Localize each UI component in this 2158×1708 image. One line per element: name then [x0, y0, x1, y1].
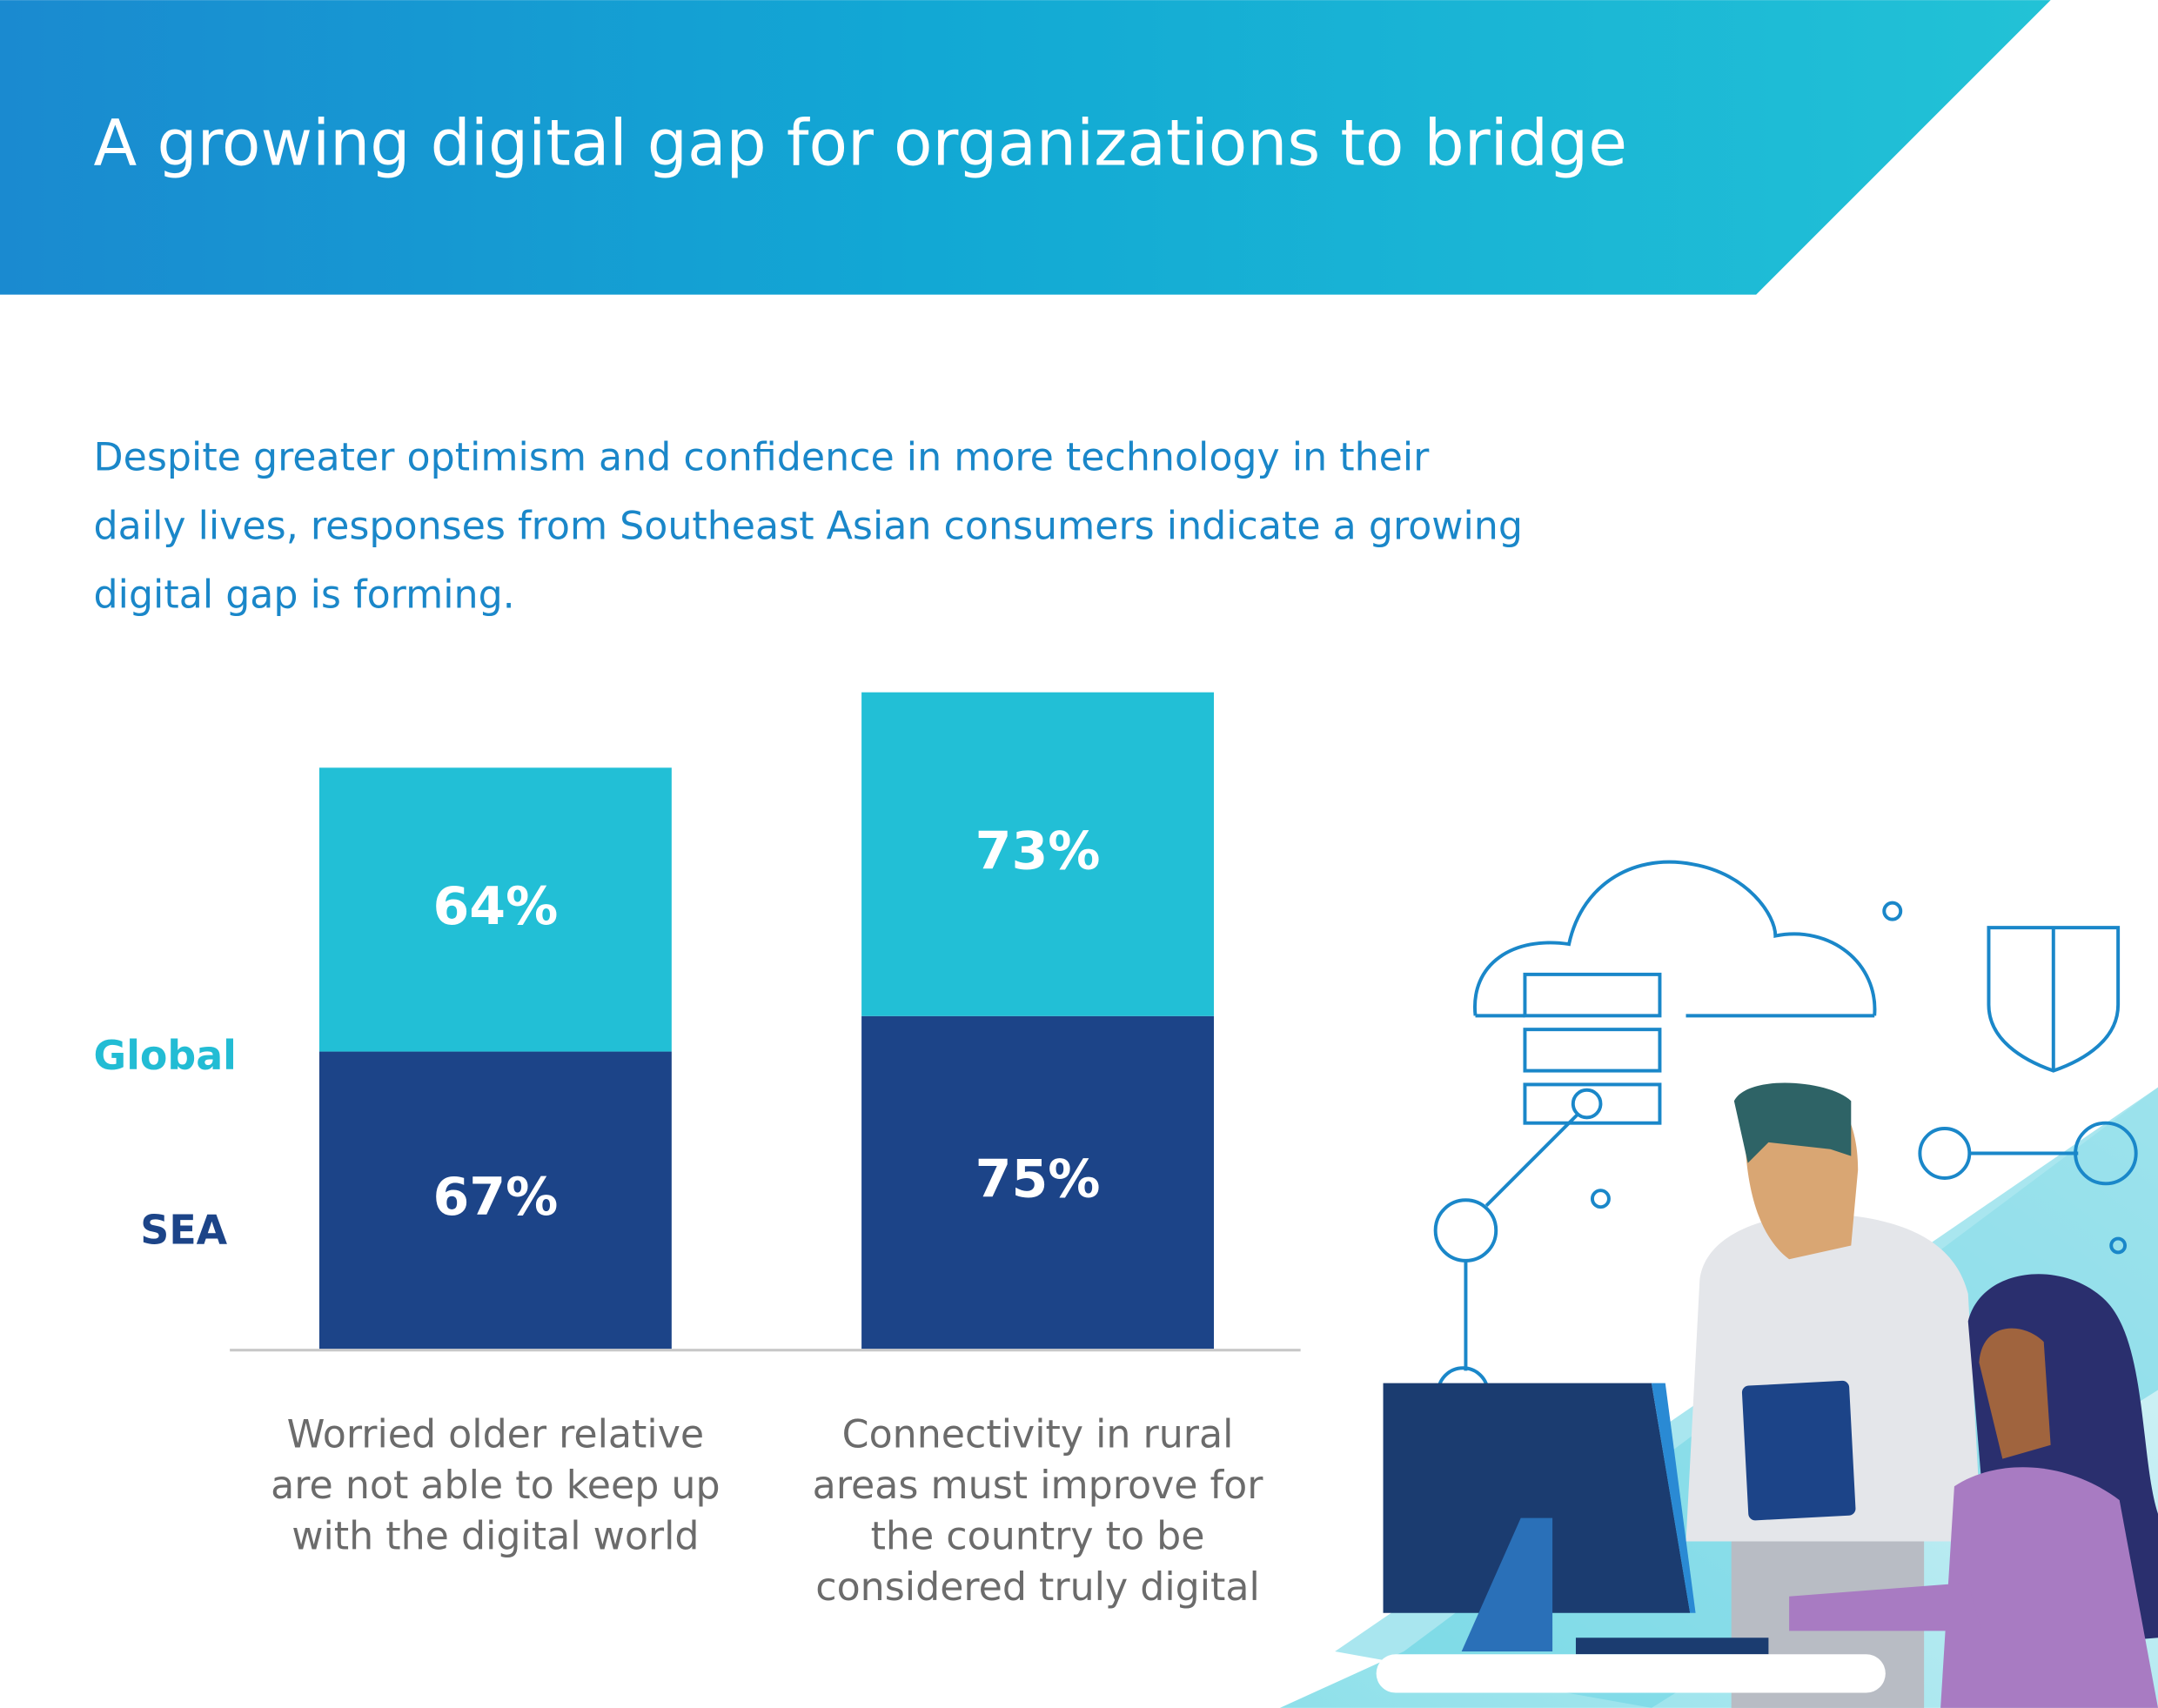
bar-segment — [318, 767, 672, 1052]
subtitle-line: digital gap is forming. — [94, 573, 515, 618]
bar-segment — [861, 1015, 1214, 1350]
title: A growing digital gap for organizations … — [94, 106, 1627, 180]
legend-label: SEA — [140, 1207, 227, 1254]
legend-label: Global — [94, 1032, 237, 1079]
category-label: Worried older relative — [287, 1412, 705, 1457]
subtitle-line: daily lives, responses from Southeast As… — [94, 504, 1523, 548]
category-label: areas must improve for — [813, 1464, 1264, 1508]
bar-segment — [861, 692, 1214, 1016]
subtitle-line: Despite greater optimism and confidence … — [94, 435, 1431, 479]
category-label: are not able to keep up — [271, 1464, 720, 1508]
value-label: 73% — [975, 821, 1101, 881]
category-label: considered truly digital — [815, 1565, 1260, 1610]
bar-segment — [318, 1051, 672, 1350]
value-label: 67% — [432, 1167, 558, 1228]
illustration — [1279, 860, 2158, 1708]
category-label: the country to be — [871, 1514, 1205, 1558]
header-band — [0, 0, 2051, 295]
value-label: 64% — [432, 876, 558, 937]
category-label: with the digital world — [292, 1514, 699, 1558]
bar-chart: 67% 64% Worried older relative are not able… — [94, 692, 1264, 1610]
category-label: Connectivity in rural — [842, 1412, 1234, 1457]
value-label: 75% — [975, 1149, 1101, 1210]
